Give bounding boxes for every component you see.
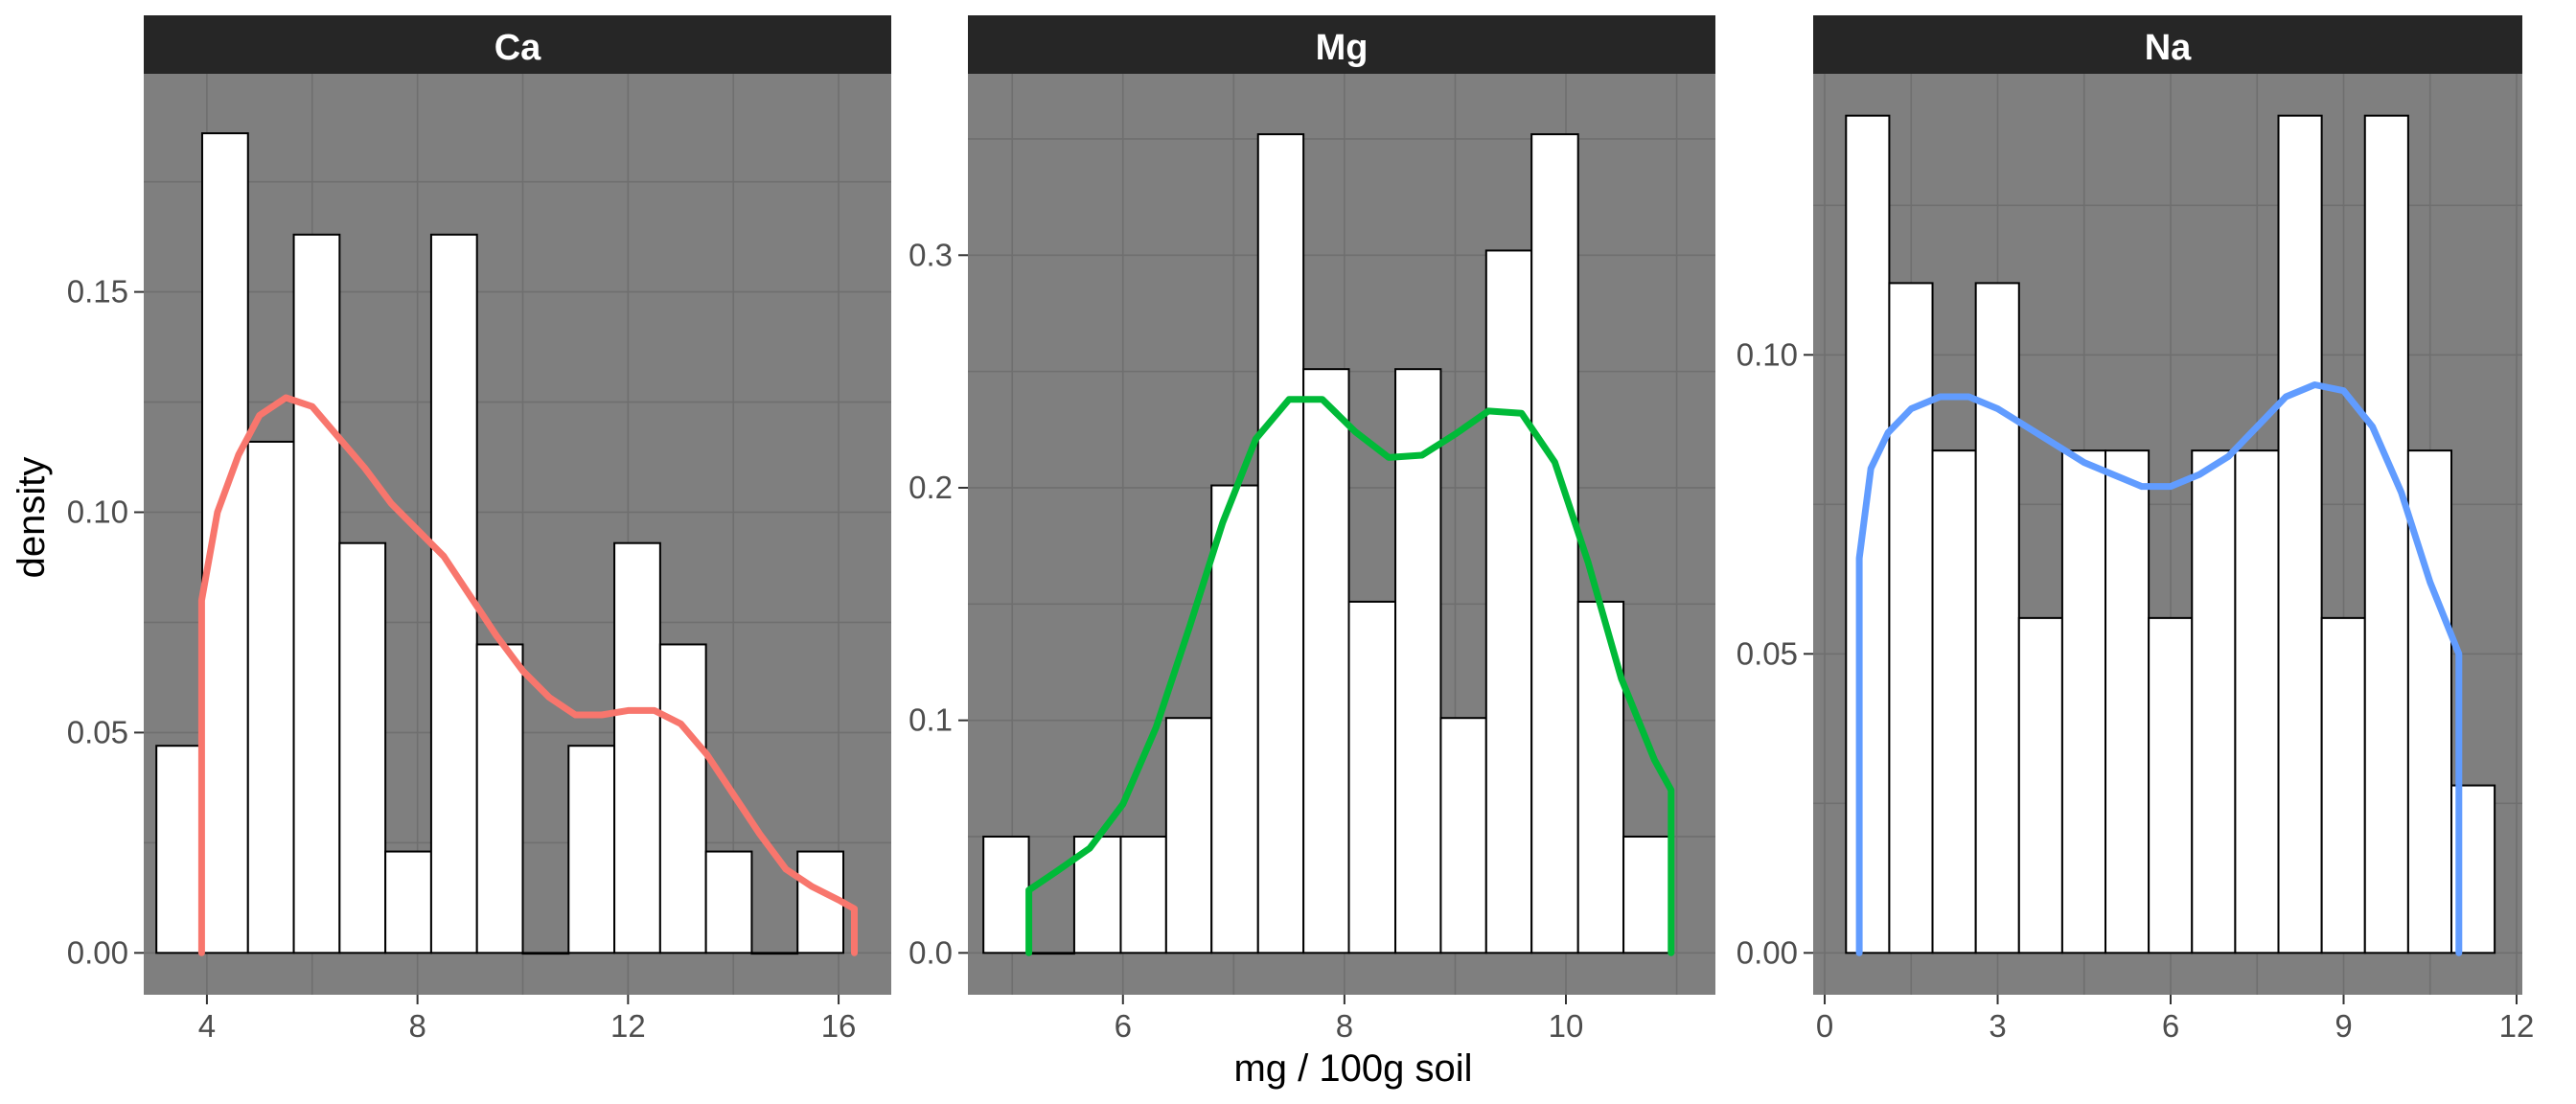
histogram-bar <box>704 850 753 954</box>
histogram-bar <box>384 850 432 954</box>
x-axis-title: mg / 100g soil <box>1233 1047 1472 1090</box>
x-tick-label: 6 <box>2162 1008 2179 1044</box>
facet-strip-label: Na <box>2145 28 2192 68</box>
y-tick-label: 0.00 <box>1736 934 1798 970</box>
histogram-bar <box>2148 616 2194 954</box>
facet-strip <box>968 15 1715 74</box>
histogram-bar <box>1530 133 1579 954</box>
histogram-bar <box>1347 600 1397 954</box>
histogram-bar <box>2104 449 2150 954</box>
y-axis-title: density <box>11 457 53 579</box>
histogram-bar <box>1119 835 1167 954</box>
histogram-bar <box>292 233 341 954</box>
histogram-bar <box>2277 114 2323 954</box>
y-tick-label: 0.1 <box>908 702 953 738</box>
panels-layer: Ca 0.00 0.05 0.10 0.15 4 8 12 16 Mg 0.0 0.1 0.2 0.3 6 8… <box>67 15 2535 1044</box>
histogram-bar <box>1256 133 1305 954</box>
y-tick-label: 0.2 <box>908 470 953 505</box>
histogram-bar <box>982 835 1030 954</box>
x-tick-label: 16 <box>821 1008 857 1044</box>
histogram-bar <box>475 643 524 954</box>
panel-mg: Mg 0.0 0.1 0.2 0.3 6 8 10 <box>908 15 1715 1044</box>
x-tick-label: 4 <box>198 1008 216 1044</box>
histogram-bar <box>2017 616 2063 954</box>
x-tick-label: 12 <box>2499 1008 2535 1044</box>
density-curve <box>197 394 858 956</box>
histogram-bar <box>567 745 616 954</box>
histogram-bar <box>1210 484 1259 954</box>
histogram-bar <box>1622 835 1670 954</box>
x-tick-label: 12 <box>610 1008 646 1044</box>
x-tick-label: 9 <box>2334 1008 2352 1044</box>
facet-strip <box>144 15 891 74</box>
x-tick-label: 10 <box>1549 1008 1584 1044</box>
histogram-bars <box>1845 114 2496 954</box>
y-tick-label: 0.00 <box>67 934 128 970</box>
histogram-bar <box>1164 717 1213 954</box>
x-tick-label: 3 <box>1989 1008 2006 1044</box>
histogram-bar <box>1302 368 1350 954</box>
y-tick-label: 0.05 <box>67 714 128 749</box>
histogram-bar <box>2320 616 2366 954</box>
histogram-bar <box>1888 282 1934 954</box>
density-curve <box>1025 396 1675 956</box>
histogram-bar <box>1931 449 1977 954</box>
y-tick-label: 0.10 <box>1736 336 1798 372</box>
histogram-bar <box>750 952 799 955</box>
histogram-bar <box>246 440 295 954</box>
x-tick-label: 8 <box>408 1008 426 1044</box>
x-tick-label: 8 <box>1336 1008 1353 1044</box>
y-tick-label: 0.10 <box>67 494 128 530</box>
y-tick-label: 0.05 <box>1736 635 1798 671</box>
density-curve <box>1855 381 2463 956</box>
panel-na: Na 0.00 0.05 0.10 0 3 6 9 12 <box>1736 15 2535 1044</box>
x-tick-label: 6 <box>1115 1008 1132 1044</box>
facet-strip-label: Mg <box>1316 28 1368 68</box>
histogram-bar <box>155 745 203 954</box>
histogram-bar <box>2234 449 2280 954</box>
histogram-bar <box>2191 449 2237 954</box>
histogram-bar <box>2060 449 2107 954</box>
histogram-bar <box>2363 114 2409 954</box>
histogram-bar <box>1394 368 1442 954</box>
panel-ca: Ca 0.00 0.05 0.10 0.15 4 8 12 16 <box>67 15 891 1044</box>
histogram-bar <box>1027 952 1075 955</box>
histogram-bar <box>1484 249 1533 954</box>
y-tick-label: 0.3 <box>908 237 953 272</box>
y-tick-label: 0.15 <box>67 274 128 310</box>
histogram-bar <box>338 541 387 954</box>
histogram-bar <box>1439 717 1487 954</box>
facet-strip <box>1813 15 2522 74</box>
histogram-bar <box>1845 114 1891 954</box>
histogram-bar <box>1974 282 2020 954</box>
facet-strip-label: Ca <box>494 28 541 68</box>
y-tick-label: 0.0 <box>908 934 953 970</box>
histogram-bar <box>613 541 661 954</box>
histogram-bar <box>658 643 707 954</box>
histogram-bars <box>982 133 1670 955</box>
x-tick-label: 0 <box>1816 1008 1833 1044</box>
histogram-bar <box>521 952 570 955</box>
